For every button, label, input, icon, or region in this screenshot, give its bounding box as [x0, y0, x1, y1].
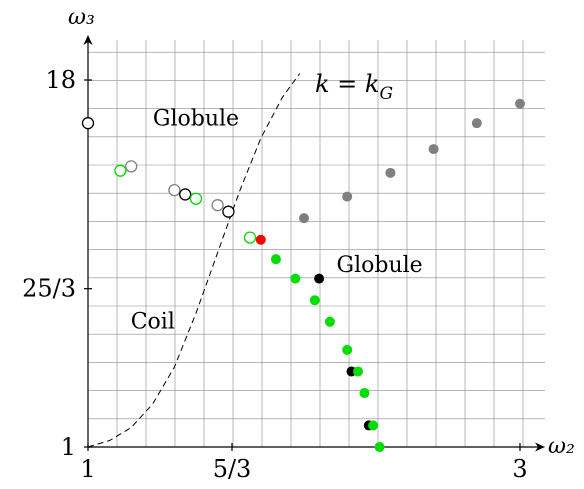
data-point-hollow: [222, 205, 235, 218]
ticks: 1 5/3 3 1 25/3 18: [22, 66, 528, 483]
data-point-filled: [368, 420, 379, 431]
critical-curve: [87, 73, 301, 448]
data-point-hollow: [189, 192, 203, 205]
grid: [87, 40, 545, 448]
axes: [83, 35, 545, 452]
data-point-filled: [428, 144, 439, 155]
x-axis-arrow-icon: [535, 442, 545, 452]
data-point-filled: [359, 388, 370, 399]
data-point-filled: [255, 234, 266, 245]
x-tick-label: 1: [80, 455, 95, 483]
curve-label: k = kG: [315, 70, 393, 104]
data-point-filled: [324, 316, 335, 327]
data-point-filled: [342, 344, 353, 355]
y-tick-label: 25/3: [22, 275, 76, 303]
data-point-hollow: [81, 117, 95, 130]
y-axis-arrow-icon: [83, 35, 93, 45]
region-label: Globule: [337, 253, 423, 278]
data-point-hollow: [179, 188, 192, 201]
region-label: Coil: [131, 309, 175, 334]
data-point-filled: [353, 366, 363, 377]
data-point-hollow: [125, 160, 138, 173]
data-point-filled: [342, 191, 353, 202]
x-axis-label: ω₂: [548, 434, 575, 459]
region-labels: Globule Globule Coil: [131, 106, 423, 334]
y-tick-label: 18: [45, 66, 76, 94]
region-label: Globule: [153, 106, 239, 131]
x-tick-label: 5/3: [213, 455, 252, 483]
data-points: [81, 98, 525, 452]
data-point-filled: [515, 98, 525, 109]
data-point-filled: [314, 273, 325, 284]
curve-label-subscript: G: [379, 84, 393, 104]
data-point-filled: [309, 295, 320, 306]
data-point-filled: [290, 273, 301, 284]
x-tick-label: 3: [512, 455, 527, 483]
data-point-hollow: [243, 231, 257, 244]
curve-label-main: k = k: [315, 70, 379, 98]
data-point-hollow: [168, 183, 181, 197]
y-axis-label: ω₃: [68, 5, 95, 30]
data-point-hollow: [114, 164, 127, 177]
data-point-filled: [385, 167, 396, 178]
y-tick-label: 1: [61, 433, 76, 461]
data-point-filled: [299, 213, 309, 224]
data-point-filled: [471, 118, 482, 129]
data-point-hollow: [211, 199, 224, 212]
data-point-filled: [374, 442, 385, 452]
data-point-filled: [270, 254, 281, 265]
